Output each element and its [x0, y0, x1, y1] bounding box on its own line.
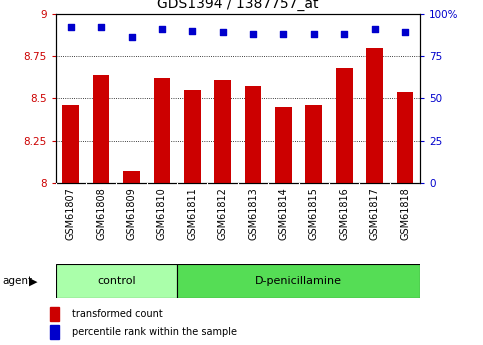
Point [128, 35, 135, 40]
Point [249, 31, 257, 37]
Point [158, 26, 166, 32]
Point [188, 28, 196, 33]
Bar [366, 48, 383, 183]
Point [219, 30, 227, 35]
Bar [275, 107, 292, 183]
Bar [305, 105, 322, 183]
Text: transformed count: transformed count [72, 309, 163, 319]
Text: GSM61817: GSM61817 [369, 187, 380, 240]
Text: percentile rank within the sample: percentile rank within the sample [72, 327, 237, 337]
Bar [50, 307, 58, 321]
Text: GSM61815: GSM61815 [309, 187, 319, 240]
Text: GSM61810: GSM61810 [157, 187, 167, 240]
Bar [50, 325, 58, 338]
Point [310, 31, 318, 37]
Point [401, 30, 409, 35]
Text: control: control [97, 276, 136, 286]
Point [280, 31, 287, 37]
Point [97, 24, 105, 30]
Bar [184, 90, 200, 183]
Text: GSM61818: GSM61818 [400, 187, 410, 240]
Bar [336, 68, 353, 183]
Point [67, 24, 74, 30]
Point [341, 31, 348, 37]
Text: D-penicillamine: D-penicillamine [255, 276, 342, 286]
Bar [93, 75, 110, 183]
Text: GSM61816: GSM61816 [339, 187, 349, 240]
Title: GDS1394 / 1387757_at: GDS1394 / 1387757_at [157, 0, 319, 11]
Text: GSM61808: GSM61808 [96, 187, 106, 240]
Text: GSM61814: GSM61814 [279, 187, 288, 240]
Text: ▶: ▶ [29, 276, 38, 286]
Text: agent: agent [2, 276, 32, 286]
Text: GSM61813: GSM61813 [248, 187, 258, 240]
Bar [62, 105, 79, 183]
Bar [56, 264, 177, 298]
Text: GSM61811: GSM61811 [187, 187, 197, 240]
Text: GSM61812: GSM61812 [218, 187, 227, 240]
Text: GSM61809: GSM61809 [127, 187, 137, 240]
Point [371, 26, 379, 32]
Bar [123, 171, 140, 183]
Bar [177, 264, 420, 298]
Bar [397, 91, 413, 183]
Text: GSM61807: GSM61807 [66, 187, 76, 240]
Bar [245, 87, 261, 183]
Bar [214, 80, 231, 183]
Bar [154, 78, 170, 183]
